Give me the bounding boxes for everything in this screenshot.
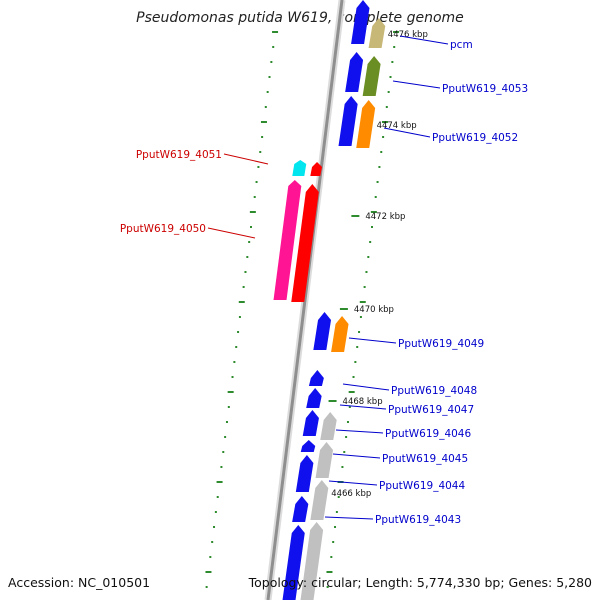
cds-arrow[interactable] — [302, 410, 319, 436]
gene-label-text[interactable]: pcm — [450, 39, 473, 51]
left-scale-ticks — [205, 31, 279, 588]
gene-label-text[interactable]: PputW619_4045 — [382, 453, 468, 465]
kbp-tick-label: 4472 kbp — [365, 212, 405, 222]
gene-arrow-pputw619_4046[interactable] — [320, 412, 337, 440]
gene-arrow-reverse-small[interactable] — [310, 162, 323, 176]
cds-arrow[interactable] — [300, 440, 316, 452]
gene-arrow-pputw619_4052[interactable] — [356, 100, 376, 148]
gene-arrow-pputw619_4053[interactable] — [362, 56, 381, 96]
gene-layer — [273, 0, 386, 600]
kbp-tick-label: 4470 kbp — [354, 305, 394, 315]
gene-label-pputw619_4045[interactable]: PputW619_4045 — [332, 453, 468, 465]
gene-label-pputw619_4047[interactable]: PputW619_4047 — [339, 404, 474, 416]
cds-arrow[interactable] — [313, 312, 332, 350]
kbp-tick: 4468 kbp — [328, 397, 383, 407]
accession-text: Accession: NC_010501 — [8, 575, 150, 590]
gene-label-pputw619_4044[interactable]: PputW619_4044 — [328, 480, 465, 492]
gene-label-pputw619_4052[interactable]: PputW619_4052 — [383, 127, 518, 144]
gene-label-pputw619_4043[interactable]: PputW619_4043 — [324, 514, 461, 526]
gene-label-text[interactable]: PputW619_4052 — [432, 132, 518, 144]
kbp-tick: 4470 kbp — [339, 305, 394, 315]
gene-label-pcm[interactable]: pcm — [399, 35, 473, 51]
gene-label-text[interactable]: PputW619_4047 — [388, 404, 474, 416]
gene-label-pputw619_4050[interactable]: PputW619_4050 — [120, 223, 256, 239]
gene-label-text[interactable]: PputW619_4053 — [442, 83, 528, 95]
kbp-tick-label: 4476 kbp — [388, 30, 428, 40]
gene-arrow-reverse-red[interactable] — [291, 184, 319, 302]
gene-label-text[interactable]: PputW619_4048 — [391, 385, 477, 397]
cds-arrow[interactable] — [351, 0, 370, 44]
cds-arrow[interactable] — [282, 525, 305, 600]
gene-label-text[interactable]: PputW619_4050 — [120, 223, 206, 235]
gene-label-text[interactable]: PputW619_4049 — [398, 338, 484, 350]
gene-arrow-pcm[interactable] — [368, 18, 386, 48]
cds-arrow[interactable] — [295, 455, 314, 492]
gene-label-text[interactable]: PputW619_4043 — [375, 514, 461, 526]
cds-arrow[interactable] — [345, 52, 364, 92]
gene-label-pputw619_4051[interactable]: PputW619_4051 — [136, 149, 269, 165]
topology-text: Topology: circular; Length: 5,774,330 bp… — [248, 575, 592, 590]
gene-label-pputw619_4046[interactable]: PputW619_4046 — [335, 428, 471, 440]
kbp-tick: 4472 kbp — [351, 212, 405, 222]
cds-arrow[interactable] — [338, 96, 358, 146]
gene-arrow-pputw619_4045[interactable] — [315, 442, 334, 478]
kbp-tick-label: 4466 kbp — [331, 489, 371, 499]
kbp-tick-label: 4468 kbp — [343, 397, 383, 407]
gene-arrow-pputw619_4043[interactable] — [300, 522, 324, 600]
label-layer: pcm PputW619_4053 PputW619_4052 PputW619_40… — [120, 35, 528, 526]
gene-label-pputw619_4049[interactable]: PputW619_4049 — [348, 337, 484, 350]
gene-label-pputw619_4053[interactable]: PputW619_4053 — [392, 80, 528, 95]
gene-label-pputw619_4048[interactable]: PputW619_4048 — [342, 383, 477, 397]
genome-title: Pseudomonas putida W619, complete genome — [136, 10, 464, 26]
gene-arrow-pputw619_4050[interactable] — [273, 180, 302, 300]
cds-arrow[interactable] — [308, 370, 324, 386]
gene-arrow-pputw619_4049[interactable] — [331, 316, 349, 352]
gene-label-text[interactable]: PputW619_4046 — [385, 428, 471, 440]
gene-arrow-pputw619_4044[interactable] — [310, 480, 329, 520]
cds-arrow[interactable] — [306, 388, 322, 408]
tick-layer: 4476 kbp 4474 kbp 4472 kbp 4470 kbp 4468 kbp… — [205, 30, 428, 588]
kbp-tick-label: 4474 kbp — [377, 121, 417, 131]
gene-label-text[interactable]: PputW619_4044 — [379, 480, 465, 492]
gene-arrow-pputw619_4051[interactable] — [292, 160, 307, 176]
genome-backbone — [264, 0, 346, 600]
right-scale-ticks — [326, 31, 400, 588]
cds-arrow[interactable] — [292, 496, 309, 522]
gene-label-text[interactable]: PputW619_4051 — [136, 149, 222, 161]
